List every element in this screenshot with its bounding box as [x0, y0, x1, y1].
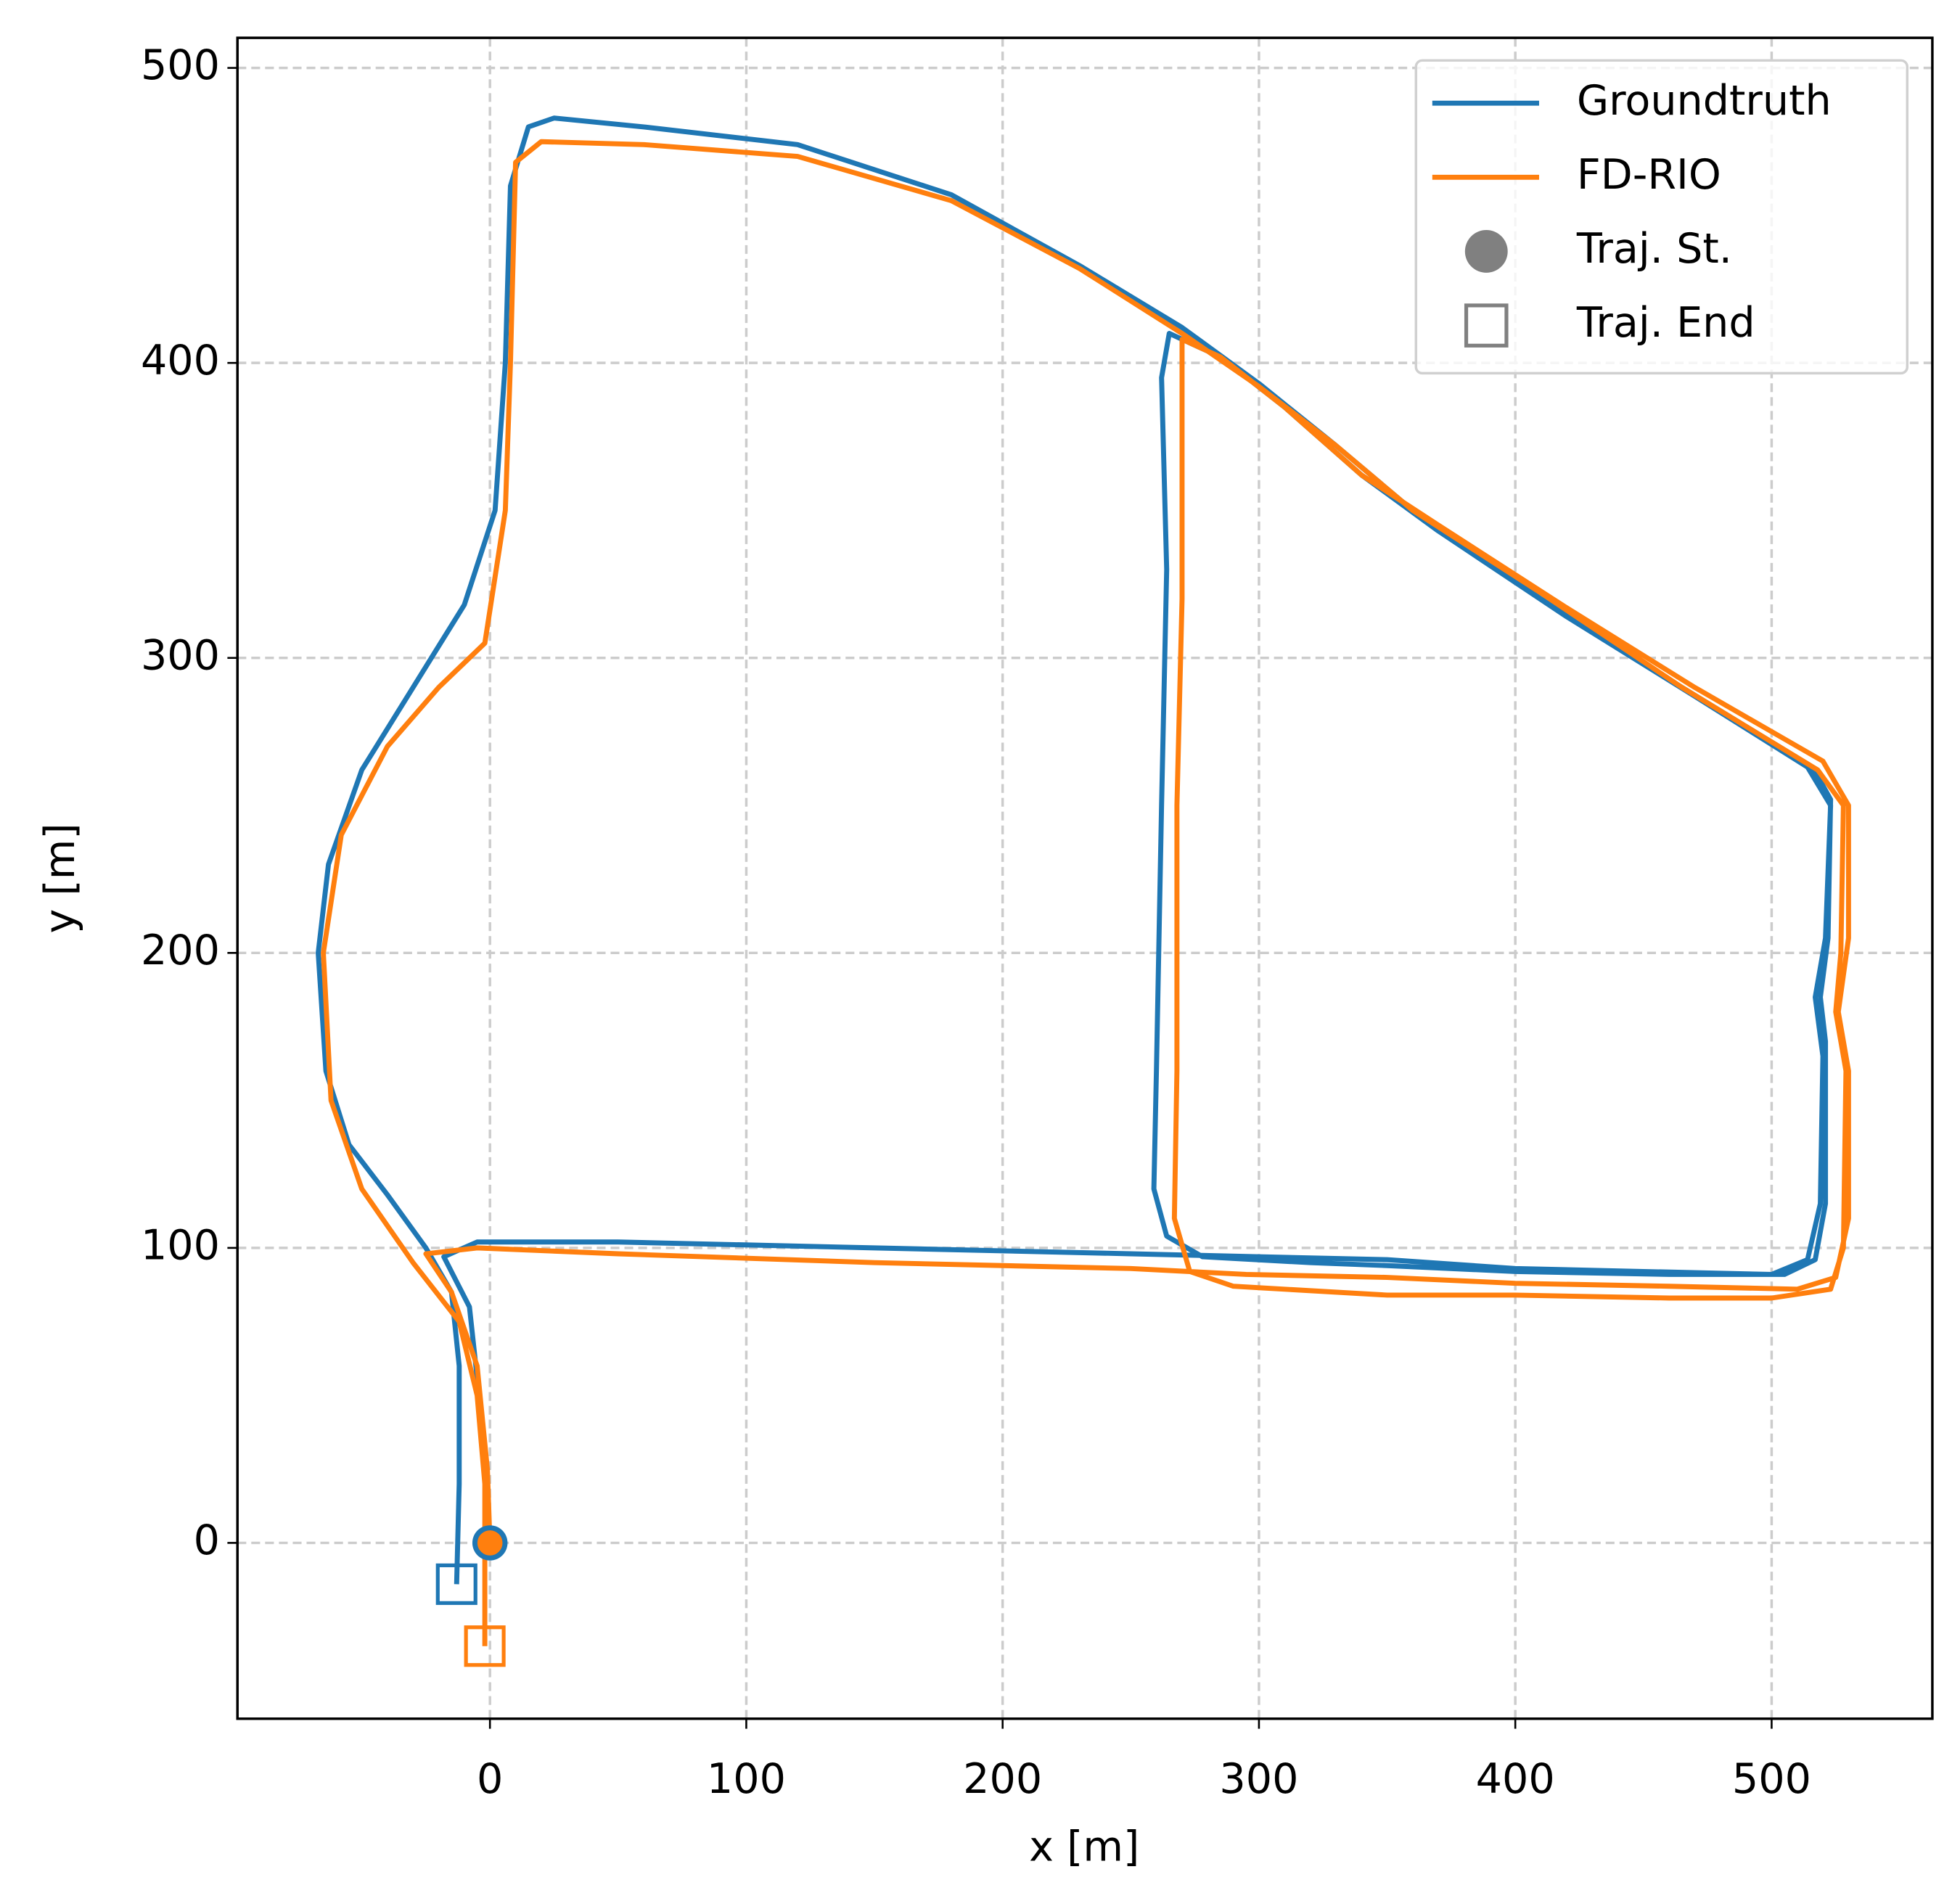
- x-tick-label: 200: [963, 1755, 1042, 1803]
- plot-frame: [236, 36, 1934, 1720]
- legend-swatch: [1464, 303, 1509, 348]
- trajectory: [316, 115, 1834, 1585]
- start-marker: [477, 1530, 503, 1556]
- legend-box: [1414, 59, 1909, 375]
- y-tick-label: 0: [194, 1516, 220, 1564]
- legend-label: FD-RIO: [1577, 151, 1721, 199]
- legend-label: Groundtruth: [1577, 77, 1832, 125]
- y-tick-label: 500: [141, 41, 220, 89]
- end-marker: [464, 1625, 506, 1667]
- x-axis-label: x [m]: [1029, 1823, 1139, 1871]
- x-tick-label: 300: [1219, 1755, 1298, 1803]
- end-marker: [435, 1563, 477, 1605]
- y-tick-label: 300: [141, 631, 220, 679]
- x-tick-label: 400: [1476, 1755, 1555, 1803]
- y-tick-label: 200: [141, 927, 220, 974]
- legend-label: Traj. End: [1576, 299, 1755, 347]
- x-tick-label: 100: [707, 1755, 786, 1803]
- trajectory: [321, 139, 1851, 1646]
- y-tick-label: 100: [141, 1221, 220, 1269]
- x-tick-label: 0: [477, 1755, 503, 1803]
- legend-swatch: [1464, 230, 1508, 273]
- x-tick-label: 500: [1732, 1755, 1811, 1803]
- y-axis-label: y [m]: [36, 823, 84, 933]
- y-tick-label: 400: [141, 337, 220, 385]
- legend-label: Traj. St.: [1576, 225, 1732, 273]
